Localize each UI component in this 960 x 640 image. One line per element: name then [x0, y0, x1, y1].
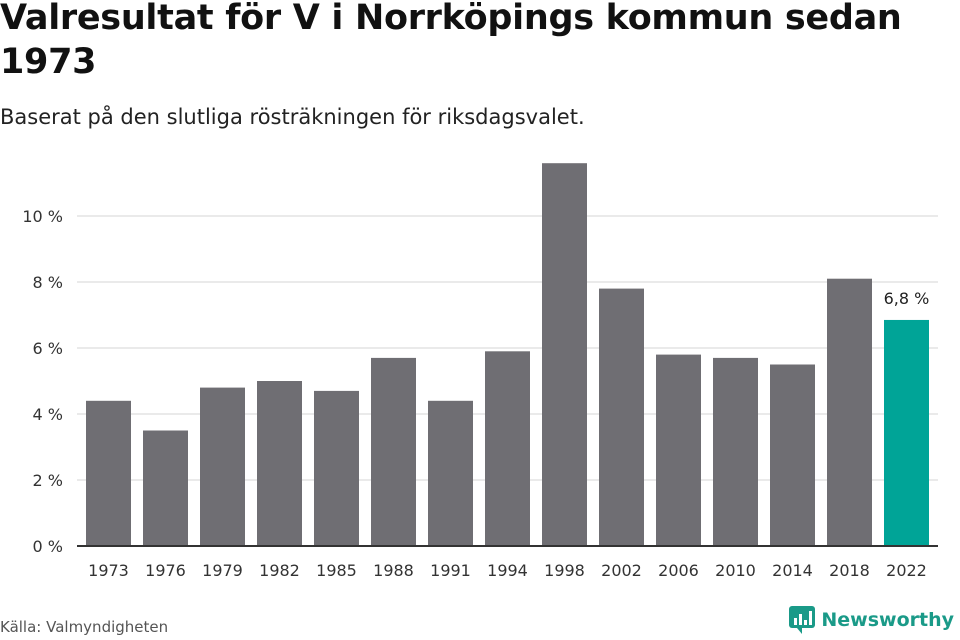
bar [599, 288, 644, 546]
brand-name: Newsworthy [821, 609, 954, 631]
y-tick-label: 2 % [33, 471, 63, 490]
x-tick-label: 1988 [373, 561, 414, 580]
chart-title: Valresultat för V i Norrköpings kommun s… [0, 0, 902, 82]
bar [884, 319, 929, 546]
x-tick-label: 2022 [886, 561, 927, 580]
bar-chart-logo-icon [789, 606, 816, 634]
y-tick-label: 10 % [22, 207, 63, 226]
x-tick-label: 2018 [829, 561, 870, 580]
x-tick-label: 1976 [145, 561, 186, 580]
y-tick-label: 4 % [33, 405, 63, 424]
bar [713, 357, 758, 546]
x-tick-label: 2002 [601, 561, 642, 580]
x-tick-label: 1985 [316, 561, 357, 580]
data-label: 6,8 % [884, 289, 930, 308]
bar [542, 163, 587, 546]
y-tick-label: 0 % [33, 537, 63, 556]
x-tick-label: 1994 [487, 561, 528, 580]
bar [143, 430, 188, 546]
x-tick-label: 1979 [202, 561, 243, 580]
x-tick-label: 1982 [259, 561, 300, 580]
bar [428, 400, 473, 546]
x-tick-label: 1973 [88, 561, 129, 580]
x-tick-label: 1998 [544, 561, 585, 580]
bar [314, 390, 359, 546]
x-tick-label: 2006 [658, 561, 699, 580]
source-note: Källa: Valmyndigheten [0, 618, 169, 636]
chart-subtitle: Baserat på den slutliga rösträkningen fö… [0, 105, 585, 129]
bar [371, 357, 416, 546]
x-tick-label: 2014 [772, 561, 813, 580]
x-tick-label: 1991 [430, 561, 471, 580]
y-tick-label: 6 % [33, 339, 63, 358]
bar [485, 351, 530, 546]
bar-chart: 0 % 2 % 4 % 6 % 8 % 10 % 1973 1976 1979 1982 1985 1… [22, 163, 938, 580]
bar [257, 381, 302, 546]
bar [200, 387, 245, 546]
bar [827, 278, 872, 546]
y-tick-label: 8 % [33, 273, 63, 292]
bar [770, 364, 815, 546]
bar [86, 400, 131, 546]
brand-logo[interactable]: Newsworthy [789, 606, 954, 634]
x-tick-label: 2010 [715, 561, 756, 580]
bar [656, 354, 701, 546]
